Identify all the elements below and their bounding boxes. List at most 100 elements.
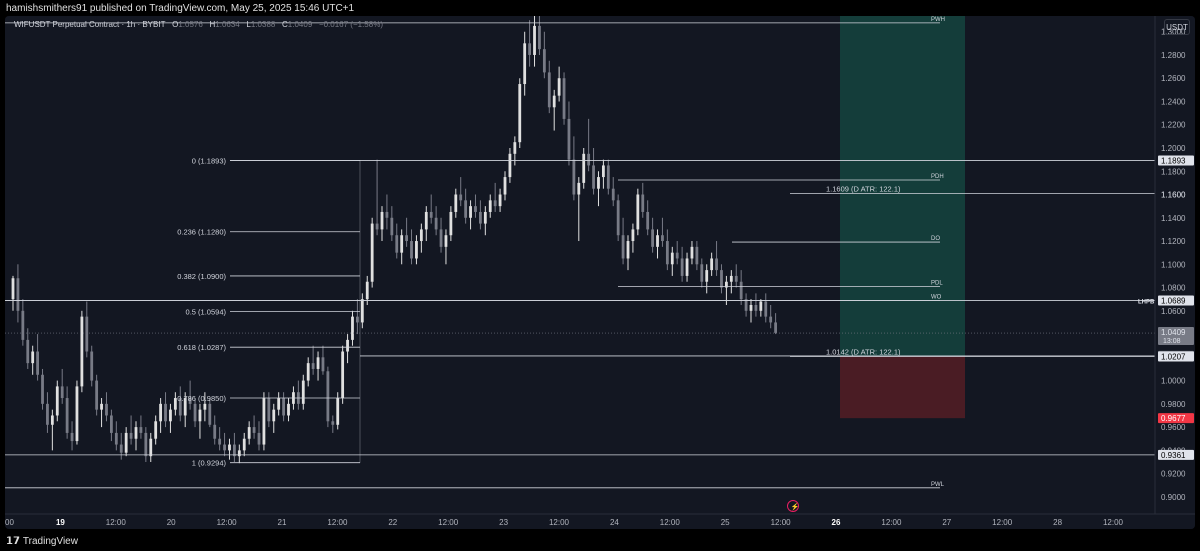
ohlc-high-label: H	[209, 20, 216, 29]
candle-body	[36, 351, 39, 375]
candle-body	[50, 415, 54, 425]
candle-body	[513, 142, 517, 154]
symbol-name[interactable]: WIFUSDT Perpetual Contract · 1h · BYBIT	[14, 20, 166, 29]
candle-body	[749, 304, 753, 311]
candle-body	[390, 217, 394, 236]
candle-body	[419, 229, 423, 242]
price-tick-label: 1.2200	[1161, 121, 1186, 130]
candle-body	[41, 374, 44, 404]
chart-area[interactable]: 0 (1.1893) 0.236 (1.1280) 0.382 (1.0900) 0.…	[5, 16, 1195, 529]
key-level-label: DO	[931, 236, 940, 242]
candle-body	[405, 235, 408, 242]
price-label-tag	[1158, 295, 1194, 306]
candle-body	[621, 235, 625, 259]
fib-level-label: 0 (1.1893)	[192, 156, 227, 165]
candle-body	[90, 351, 94, 381]
candle-body	[272, 409, 276, 422]
symbol-legend: WIFUSDT Perpetual Contract · 1h · BYBIT …	[14, 20, 383, 29]
price-tick-label: 1.2800	[1161, 51, 1186, 60]
candle-body	[429, 211, 433, 218]
chart-background	[5, 16, 1195, 529]
candle-body	[247, 427, 251, 439]
alert-bolt-icon	[787, 500, 799, 512]
time-tick-label: 24	[610, 518, 619, 527]
candle-body	[675, 252, 679, 259]
price-tick-label: 1.2400	[1161, 97, 1186, 106]
price-tick-label: 1.1400	[1161, 214, 1186, 223]
candle-body	[306, 363, 310, 381]
candle-body	[277, 398, 281, 410]
time-tick-label: 12:00	[1103, 518, 1124, 527]
candle-body	[734, 275, 738, 282]
candle-body	[488, 200, 492, 212]
time-tick-label: 22	[388, 518, 397, 527]
ohlc-high: 1.0634	[215, 20, 240, 29]
tradingview-logo[interactable]: 𝟭𝟳 TradingView	[6, 536, 78, 547]
price-label-text: 1.0207	[1161, 353, 1186, 362]
candle-body	[710, 258, 714, 271]
candle-body	[203, 403, 207, 410]
price-label-text: 1.0689	[1161, 296, 1186, 305]
candle-body	[690, 246, 694, 259]
candle-body	[705, 270, 709, 282]
candle-body	[282, 398, 285, 416]
candle-body	[336, 398, 340, 425]
atr-level-label: 1.1609 (D ATR: 122.1)	[826, 184, 901, 193]
key-level-label: WO	[931, 294, 942, 300]
candle-body	[533, 25, 536, 55]
candle-body	[316, 357, 320, 369]
candle-body	[744, 299, 748, 311]
price-tick-label: 0.9600	[1161, 423, 1186, 432]
candle-body	[577, 182, 581, 195]
candle-body	[267, 398, 271, 422]
price-tick-label: 1.1600	[1161, 191, 1186, 200]
candle-body	[552, 95, 556, 108]
candle-body	[370, 223, 374, 282]
candle-body	[439, 229, 443, 247]
candle-body	[262, 398, 266, 445]
candle-body	[85, 316, 89, 352]
time-tick-label: 00	[5, 518, 14, 527]
candle-body	[518, 84, 522, 143]
footer-bar: 𝟭𝟳 TradingView	[0, 531, 1200, 551]
fib-level-label: 0.786 (0.9850)	[177, 394, 226, 403]
candle-body	[680, 258, 684, 276]
price-tick-label: 1.1200	[1161, 237, 1186, 246]
candle-body	[223, 444, 226, 451]
price-label-text: 1.1893	[1161, 156, 1186, 165]
candle-body	[528, 43, 531, 55]
price-tick-label: 0.9200	[1161, 470, 1186, 479]
candle-body	[213, 424, 217, 439]
tradingview-brand: TradingView	[22, 536, 78, 547]
price-tick-label: 0.9800	[1161, 400, 1186, 409]
candle-body	[139, 427, 143, 433]
candle-body	[739, 281, 743, 300]
fib-level-label: 0.382 (1.0900)	[177, 272, 226, 281]
candle-body	[720, 270, 723, 288]
candle-body	[602, 165, 605, 178]
key-level-label: PDH	[931, 174, 944, 180]
fib-level-label: 0.618 (1.0287)	[177, 343, 226, 352]
candle-body	[562, 78, 566, 119]
candle-body	[670, 252, 674, 265]
candle-body	[183, 398, 187, 416]
candle-body	[508, 153, 512, 178]
candle-body	[331, 421, 335, 425]
candle-body	[754, 304, 758, 311]
currency-button[interactable]: USDT	[1164, 19, 1190, 35]
candle-body	[646, 211, 650, 230]
ohlc-open-label: O	[172, 20, 179, 29]
price-tick-label: 1.2000	[1161, 144, 1186, 153]
publish-bar: hamishsmithers91 published on TradingVie…	[0, 0, 1200, 16]
time-tick-label: 12:00	[327, 518, 348, 527]
candle-body	[237, 450, 241, 457]
candle-body	[685, 258, 689, 276]
time-tick-label: 12:00	[549, 518, 570, 527]
candle-body	[567, 118, 571, 160]
stop-zone	[840, 355, 965, 419]
time-tick-label: 27	[942, 518, 951, 527]
candle-body	[16, 278, 20, 311]
candle-body	[725, 281, 728, 288]
chart-svg[interactable]: 0 (1.1893) 0.236 (1.1280) 0.382 (1.0900) 0.…	[5, 16, 1195, 529]
candle-body	[661, 235, 664, 242]
